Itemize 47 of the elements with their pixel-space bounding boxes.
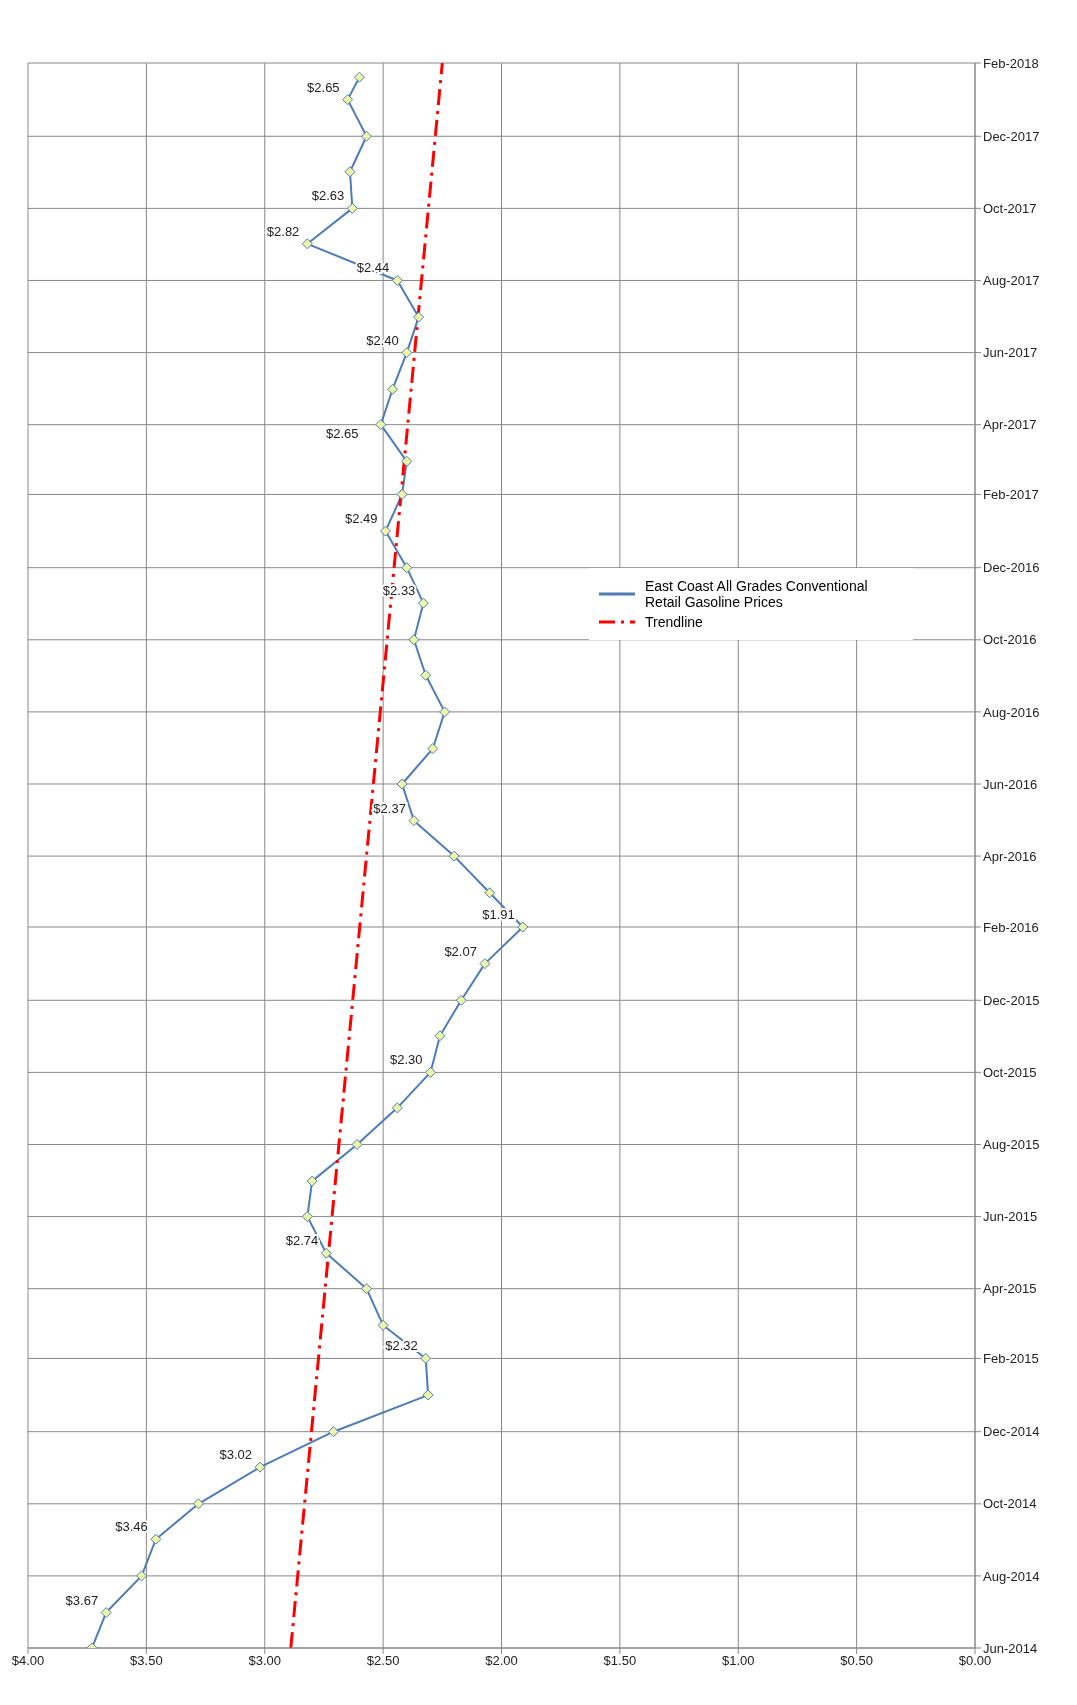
x-tick-label: $4.00 <box>11 1653 45 1669</box>
y-tick-label: Feb-2017 <box>983 487 1039 503</box>
legend-label: East Coast All Grades Conventional Retail Gasoline Prices <box>645 578 869 610</box>
data-label: $2.40 <box>366 332 399 348</box>
y-tick-label: Apr-2017 <box>983 417 1037 433</box>
x-tick-label: $3.00 <box>248 1653 282 1669</box>
y-tick-label: Aug-2014 <box>983 1568 1040 1584</box>
data-label: $2.37 <box>373 800 406 816</box>
y-tick-label: Aug-2015 <box>983 1137 1040 1153</box>
y-tick-label: Oct-2016 <box>983 632 1037 648</box>
x-tick-label: $2.00 <box>485 1653 518 1669</box>
data-label: $3.46 <box>115 1519 148 1535</box>
y-tick-label: Dec-2014 <box>983 1424 1040 1440</box>
data-label: $3.67 <box>65 1592 99 1608</box>
y-tick-label: Aug-2017 <box>983 273 1040 289</box>
data-label: $3.02 <box>219 1447 253 1463</box>
y-tick-label: Oct-2017 <box>983 201 1037 216</box>
x-tick-label: $2.50 <box>366 1653 400 1669</box>
y-tick-label: Apr-2016 <box>983 848 1037 864</box>
y-tick-label: Feb-2018 <box>983 55 1039 71</box>
data-label: $2.63 <box>311 188 345 204</box>
y-tick-label: Jun-2016 <box>983 776 1038 792</box>
y-tick-label: Dec-2017 <box>983 128 1040 144</box>
data-label: $2.49 <box>344 511 378 527</box>
x-tick-label: $1.50 <box>603 1653 637 1669</box>
data-label: $2.30 <box>389 1052 423 1068</box>
y-tick-label: Feb-2015 <box>983 1351 1039 1367</box>
y-tick-label: Jun-2014 <box>983 1640 1038 1656</box>
y-tick-label: Aug-2016 <box>983 704 1040 720</box>
x-tick-label: $0.50 <box>840 1653 873 1669</box>
y-tick-label: Oct-2015 <box>983 1065 1037 1080</box>
data-label: $2.74 <box>285 1233 319 1249</box>
y-tick-label: Oct-2014 <box>983 1496 1037 1512</box>
y-tick-label: Dec-2015 <box>983 992 1040 1008</box>
data-label: $2.82 <box>266 223 300 239</box>
x-tick-label: $3.50 <box>130 1653 163 1669</box>
data-label: $2.65 <box>307 79 340 95</box>
legend-label: Trendline <box>645 614 703 630</box>
annotation: $2.65 <box>326 426 359 441</box>
data-label: $2.07 <box>444 943 477 959</box>
y-tick-label: Feb-2016 <box>983 919 1039 935</box>
x-tick-label: $1.00 <box>721 1653 755 1669</box>
y-tick-label: Dec-2016 <box>983 560 1040 576</box>
y-tick-label: Jun-2015 <box>983 1209 1038 1225</box>
y-tick-label: Apr-2015 <box>983 1281 1037 1297</box>
y-tick-label: Jun-2017 <box>983 345 1038 361</box>
x-tick-label: $0.00 <box>958 1653 992 1669</box>
